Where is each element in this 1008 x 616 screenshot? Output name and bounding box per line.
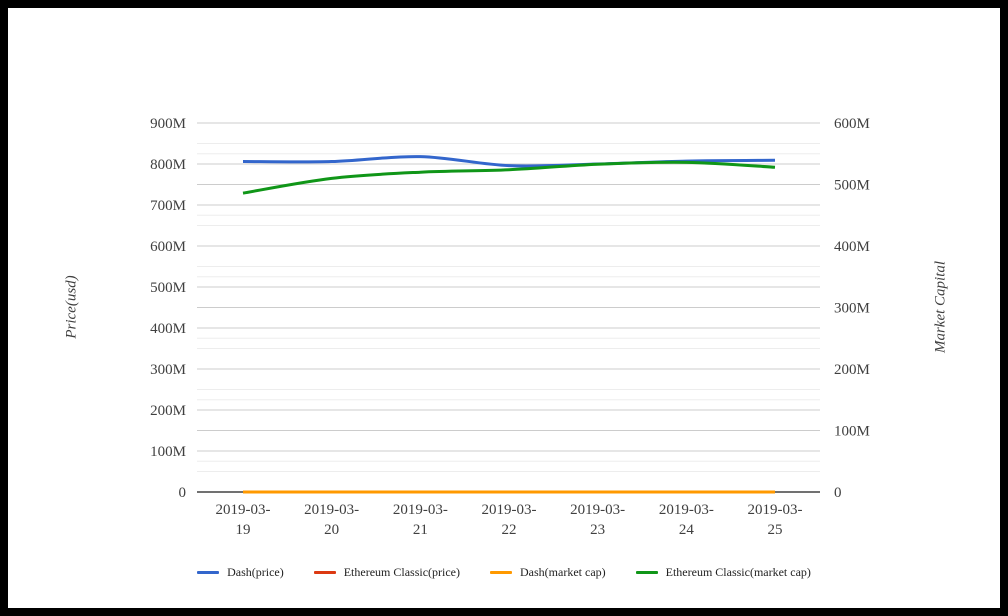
left-axis-tick-label: 100M bbox=[150, 444, 186, 460]
x-axis-tick-label: 2019-03-25 bbox=[748, 502, 803, 538]
left-axis-tick-label: 400M bbox=[150, 321, 186, 337]
legend-item-label: Ethereum Classic(market cap) bbox=[665, 565, 811, 579]
legend-line-icon bbox=[197, 571, 220, 574]
x-axis-tick-label: 2019-03-23 bbox=[570, 502, 625, 538]
left-axis-tick-label: 700M bbox=[150, 198, 186, 214]
left-axis-tick-label: 900M bbox=[150, 116, 186, 132]
series-line-3 bbox=[242, 160, 776, 195]
right-axis-title: Market Capital bbox=[932, 260, 949, 354]
left-axis-title: Price(usd) bbox=[63, 275, 80, 339]
right-axis-tick-label: 200M bbox=[834, 362, 870, 378]
legend-item-3: Ethereum Classic(market cap) bbox=[635, 565, 811, 580]
left-axis-tick-label: 200M bbox=[150, 403, 186, 419]
right-axis-tick-label: 600M bbox=[834, 116, 870, 132]
legend-item-label: Dash(price) bbox=[227, 565, 284, 579]
right-axis-tick-label: 100M bbox=[834, 424, 870, 440]
legend-line-icon bbox=[313, 571, 336, 574]
left-axis-tick-label: 500M bbox=[150, 280, 186, 296]
legend-item-0: Dash(price) bbox=[197, 565, 284, 580]
right-axis-tick-label: 0 bbox=[834, 485, 842, 501]
legend: Dash(price) Ethereum Classic(price) Dash(m… bbox=[0, 565, 1008, 580]
legend-item-1: Ethereum Classic(price) bbox=[313, 565, 461, 580]
x-axis-tick-label: 2019-03-20 bbox=[304, 502, 359, 538]
legend-line-icon bbox=[635, 571, 658, 574]
right-axis-tick-label: 500M bbox=[834, 178, 870, 194]
left-axis-tick-label: 300M bbox=[150, 362, 186, 378]
x-axis-tick-label: 2019-03-24 bbox=[659, 502, 714, 538]
right-axis-tick-label: 300M bbox=[834, 301, 870, 317]
legend-line-icon bbox=[490, 571, 513, 574]
right-axis-tick-label: 400M bbox=[834, 239, 870, 255]
legend-item-2: Dash(market cap) bbox=[490, 565, 606, 580]
x-axis-tick-label: 2019-03-22 bbox=[482, 502, 537, 538]
x-axis-tick-label: 2019-03-21 bbox=[393, 502, 448, 538]
left-axis-tick-label: 600M bbox=[150, 239, 186, 255]
legend-item-label: Ethereum Classic(price) bbox=[343, 565, 461, 579]
legend-item-label: Dash(market cap) bbox=[520, 565, 606, 579]
left-axis-tick-label: 800M bbox=[150, 157, 186, 173]
left-axis-tick-label: 0 bbox=[179, 485, 187, 501]
x-axis-tick-label: 2019-03-19 bbox=[216, 502, 271, 538]
